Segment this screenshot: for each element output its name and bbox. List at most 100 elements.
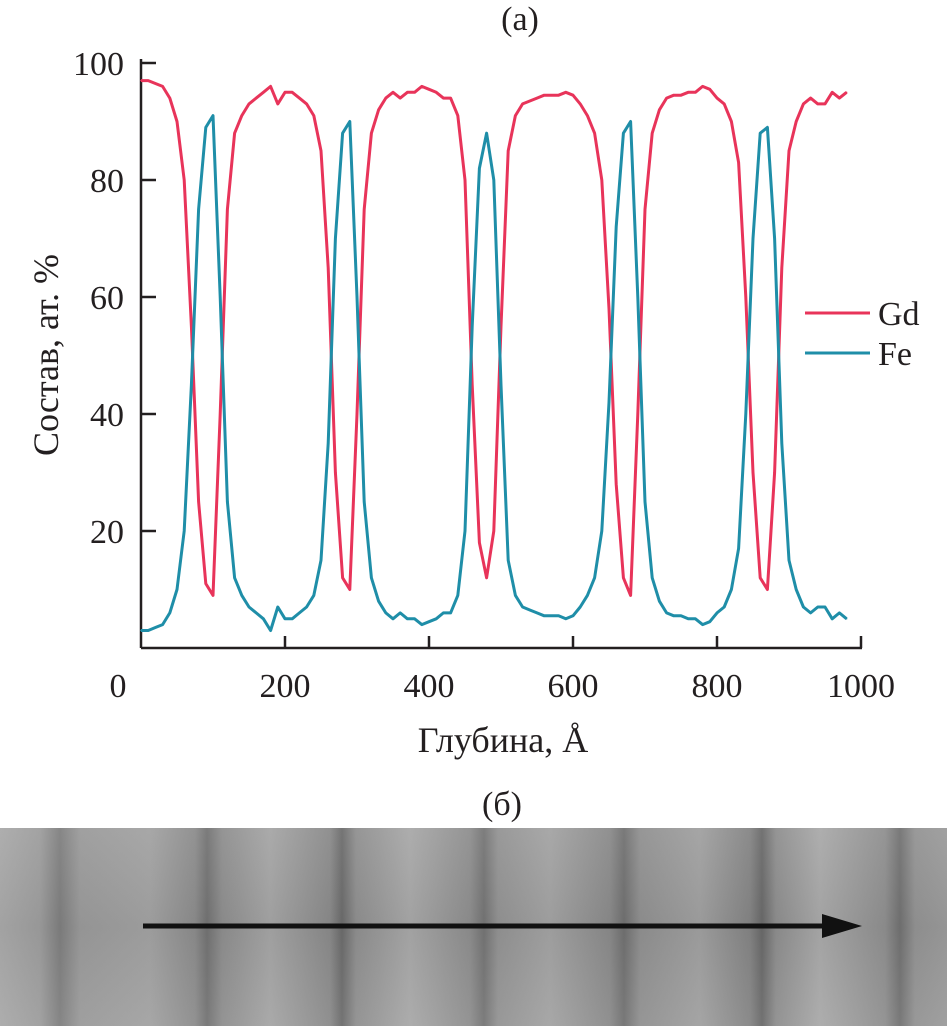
data-point-fe xyxy=(284,617,286,620)
data-point-fe xyxy=(572,615,574,617)
data-point-gd xyxy=(298,97,301,99)
data-point-gd xyxy=(262,91,265,94)
data-point-fe xyxy=(766,126,769,129)
data-point-gd xyxy=(766,588,769,591)
y-tick-label: 60 xyxy=(90,280,124,317)
data-point-fe xyxy=(197,208,200,211)
data-point-fe xyxy=(169,612,171,614)
data-point-fe xyxy=(529,609,531,611)
series-lines xyxy=(140,79,848,632)
data-point-fe xyxy=(658,600,661,602)
data-point-fe xyxy=(795,588,797,591)
data-point-gd xyxy=(241,114,243,117)
data-point-fe xyxy=(334,237,337,240)
data-point-fe xyxy=(183,530,185,532)
data-point-gd xyxy=(356,413,358,415)
data-point-fe xyxy=(363,500,366,503)
y-tick-label: 40 xyxy=(90,397,124,434)
data-point-fe xyxy=(262,617,265,620)
data-point-fe xyxy=(435,617,438,620)
data-point-gd xyxy=(629,594,632,597)
data-point-gd xyxy=(536,97,538,99)
data-point-fe xyxy=(543,615,545,617)
tem-micrograph xyxy=(0,828,947,1026)
data-point-fe xyxy=(392,617,394,620)
data-point-fe xyxy=(608,401,610,404)
data-point-fe xyxy=(493,179,495,181)
x-tick-label: 200 xyxy=(260,668,311,705)
data-point-fe xyxy=(752,237,754,240)
data-point-gd xyxy=(147,79,149,82)
x-tick-label: 600 xyxy=(548,668,599,705)
data-point-gd xyxy=(514,114,517,117)
data-point-fe xyxy=(716,612,718,614)
data-point-gd xyxy=(485,577,488,579)
data-point-fe xyxy=(471,325,474,328)
x-tick-label: 1000 xyxy=(827,668,895,705)
data-point-fe xyxy=(349,120,351,123)
data-point-gd xyxy=(277,103,279,105)
panel-label-b-wrap: (б) xyxy=(482,786,522,823)
panel-label-a: (а) xyxy=(501,1,539,38)
data-point-fe xyxy=(665,612,668,614)
data-point-gd xyxy=(557,94,560,96)
data-point-gd xyxy=(529,100,531,102)
data-point-fe xyxy=(320,559,322,562)
data-point-gd xyxy=(658,109,661,111)
data-point-gd xyxy=(255,97,257,99)
data-point-fe xyxy=(248,606,250,608)
data-point-fe xyxy=(817,606,819,608)
data-point-gd xyxy=(197,500,200,503)
data-point-gd xyxy=(694,91,697,94)
data-point-fe xyxy=(730,588,733,591)
data-point-fe xyxy=(406,617,409,620)
data-point-fe xyxy=(449,612,452,614)
data-point-gd xyxy=(464,179,466,181)
data-point-gd xyxy=(773,471,776,474)
data-point-gd xyxy=(421,85,423,88)
data-point-gd xyxy=(190,325,193,328)
data-point-gd xyxy=(291,91,294,94)
data-point-fe xyxy=(802,606,805,608)
data-point-gd xyxy=(370,132,373,134)
axes: 0 200 400 600 800 1000 20 40 60 80 100 xyxy=(73,46,895,705)
data-point-fe xyxy=(428,620,430,623)
data-point-gd xyxy=(579,103,581,105)
data-point-fe xyxy=(687,617,689,620)
data-point-gd xyxy=(183,179,185,181)
data-point-fe xyxy=(205,126,207,129)
data-point-fe xyxy=(370,577,373,579)
data-point-gd xyxy=(471,383,474,386)
y-tick-label: 20 xyxy=(90,514,124,551)
data-point-fe xyxy=(615,226,617,228)
data-point-gd xyxy=(521,103,524,105)
data-point-gd xyxy=(831,91,833,94)
data-point-fe xyxy=(673,615,675,617)
data-point-gd xyxy=(377,109,380,111)
y-tick-label: 100 xyxy=(73,46,124,83)
arrow-icon xyxy=(143,914,862,938)
data-point-gd xyxy=(680,94,682,96)
data-point-gd xyxy=(334,471,337,474)
data-point-gd xyxy=(809,97,812,99)
data-point-gd xyxy=(341,577,344,579)
data-point-fe xyxy=(140,629,142,632)
panel-label-b: (б) xyxy=(482,786,522,823)
data-point-fe xyxy=(219,296,221,298)
y-tick-label: 80 xyxy=(90,163,124,200)
data-point-gd xyxy=(320,149,322,152)
data-point-gd xyxy=(543,94,545,96)
data-point-fe xyxy=(831,617,833,620)
data-point-fe xyxy=(147,629,149,632)
data-point-fe xyxy=(161,623,164,626)
data-point-fe xyxy=(226,500,229,503)
composition-depth-chart: (а) Состав, ат. % Глубина, Å 0 200 400 600 8… xyxy=(26,1,920,760)
data-point-gd xyxy=(622,577,625,579)
data-point-fe xyxy=(759,132,761,134)
data-point-gd xyxy=(716,97,718,99)
data-point-fe xyxy=(233,577,236,579)
legend-label-gd: Gd xyxy=(878,296,920,333)
data-point-gd xyxy=(233,132,236,134)
data-point-fe xyxy=(557,615,560,617)
